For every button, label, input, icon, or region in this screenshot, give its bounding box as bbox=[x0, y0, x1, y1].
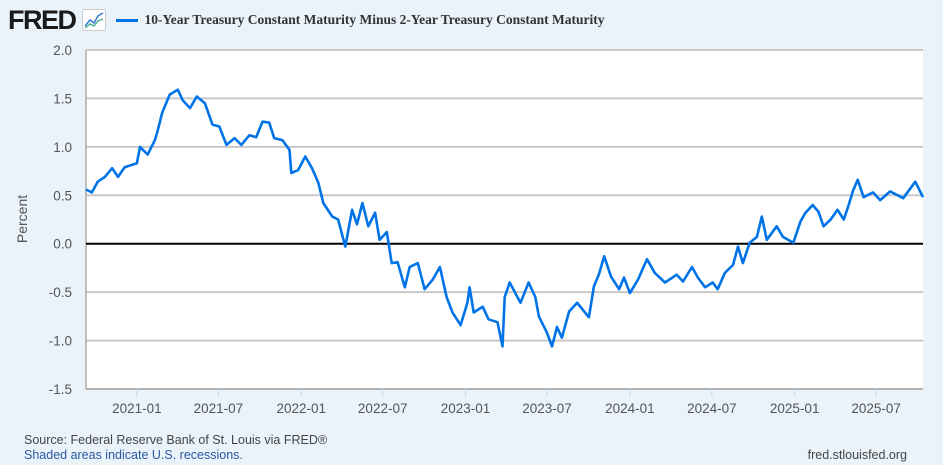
plot-area bbox=[86, 50, 923, 389]
recession-note: Shaded areas indicate U.S. recessions. bbox=[24, 448, 243, 462]
line-graph-icon bbox=[81, 9, 106, 31]
x-tick-label: 2024-01 bbox=[605, 401, 655, 416]
x-tick-label: 2023-01 bbox=[441, 401, 491, 416]
x-tick-label: 2021-01 bbox=[112, 401, 162, 416]
y-tick-label: 1.5 bbox=[53, 91, 72, 106]
x-tick-label: 2024-07 bbox=[687, 401, 737, 416]
y-tick-label: 0.5 bbox=[53, 188, 72, 203]
x-tick-label: 2023-07 bbox=[522, 401, 572, 416]
y-tick-label: 0.0 bbox=[53, 237, 72, 252]
y-tick-label: -1.0 bbox=[49, 334, 72, 349]
gridlines bbox=[85, 49, 923, 390]
y-tick-label: -0.5 bbox=[49, 285, 72, 300]
x-tick-label: 2022-07 bbox=[358, 401, 408, 416]
legend-swatch bbox=[115, 18, 138, 22]
y-tick-label: -1.5 bbox=[49, 382, 72, 397]
chart-header: FRED 10-Year Treasury Constant Maturity … bbox=[8, 4, 605, 35]
legend-label[interactable]: 10-Year Treasury Constant Maturity Minus… bbox=[144, 12, 605, 27]
y-axis-label: Percent bbox=[14, 195, 30, 243]
series-line bbox=[85, 88, 925, 348]
y-tick-label: 2.0 bbox=[53, 43, 72, 58]
x-tick-label: 2021-07 bbox=[194, 401, 244, 416]
x-tick-label: 2025-01 bbox=[770, 401, 820, 416]
y-axis-ticks: 2.0 1.5 1.0 0.5 0.0 -0.5 -1.0 -1.5 bbox=[49, 43, 72, 397]
footer-notes: Source: Federal Reserve Bank of St. Loui… bbox=[24, 433, 327, 463]
x-tick-label: 2022-01 bbox=[276, 401, 326, 416]
x-axis-ticks: 2021-01 2021-07 2022-01 2022-07 2023-01 2023-… bbox=[112, 389, 901, 416]
fred-logo[interactable]: FRED bbox=[8, 4, 77, 35]
y-tick-label: 1.0 bbox=[53, 140, 72, 155]
x-tick-label: 2025-07 bbox=[851, 401, 901, 416]
site-link[interactable]: fred.stlouisfed.org bbox=[807, 448, 907, 462]
source-text: Source: Federal Reserve Bank of St. Loui… bbox=[24, 433, 328, 447]
